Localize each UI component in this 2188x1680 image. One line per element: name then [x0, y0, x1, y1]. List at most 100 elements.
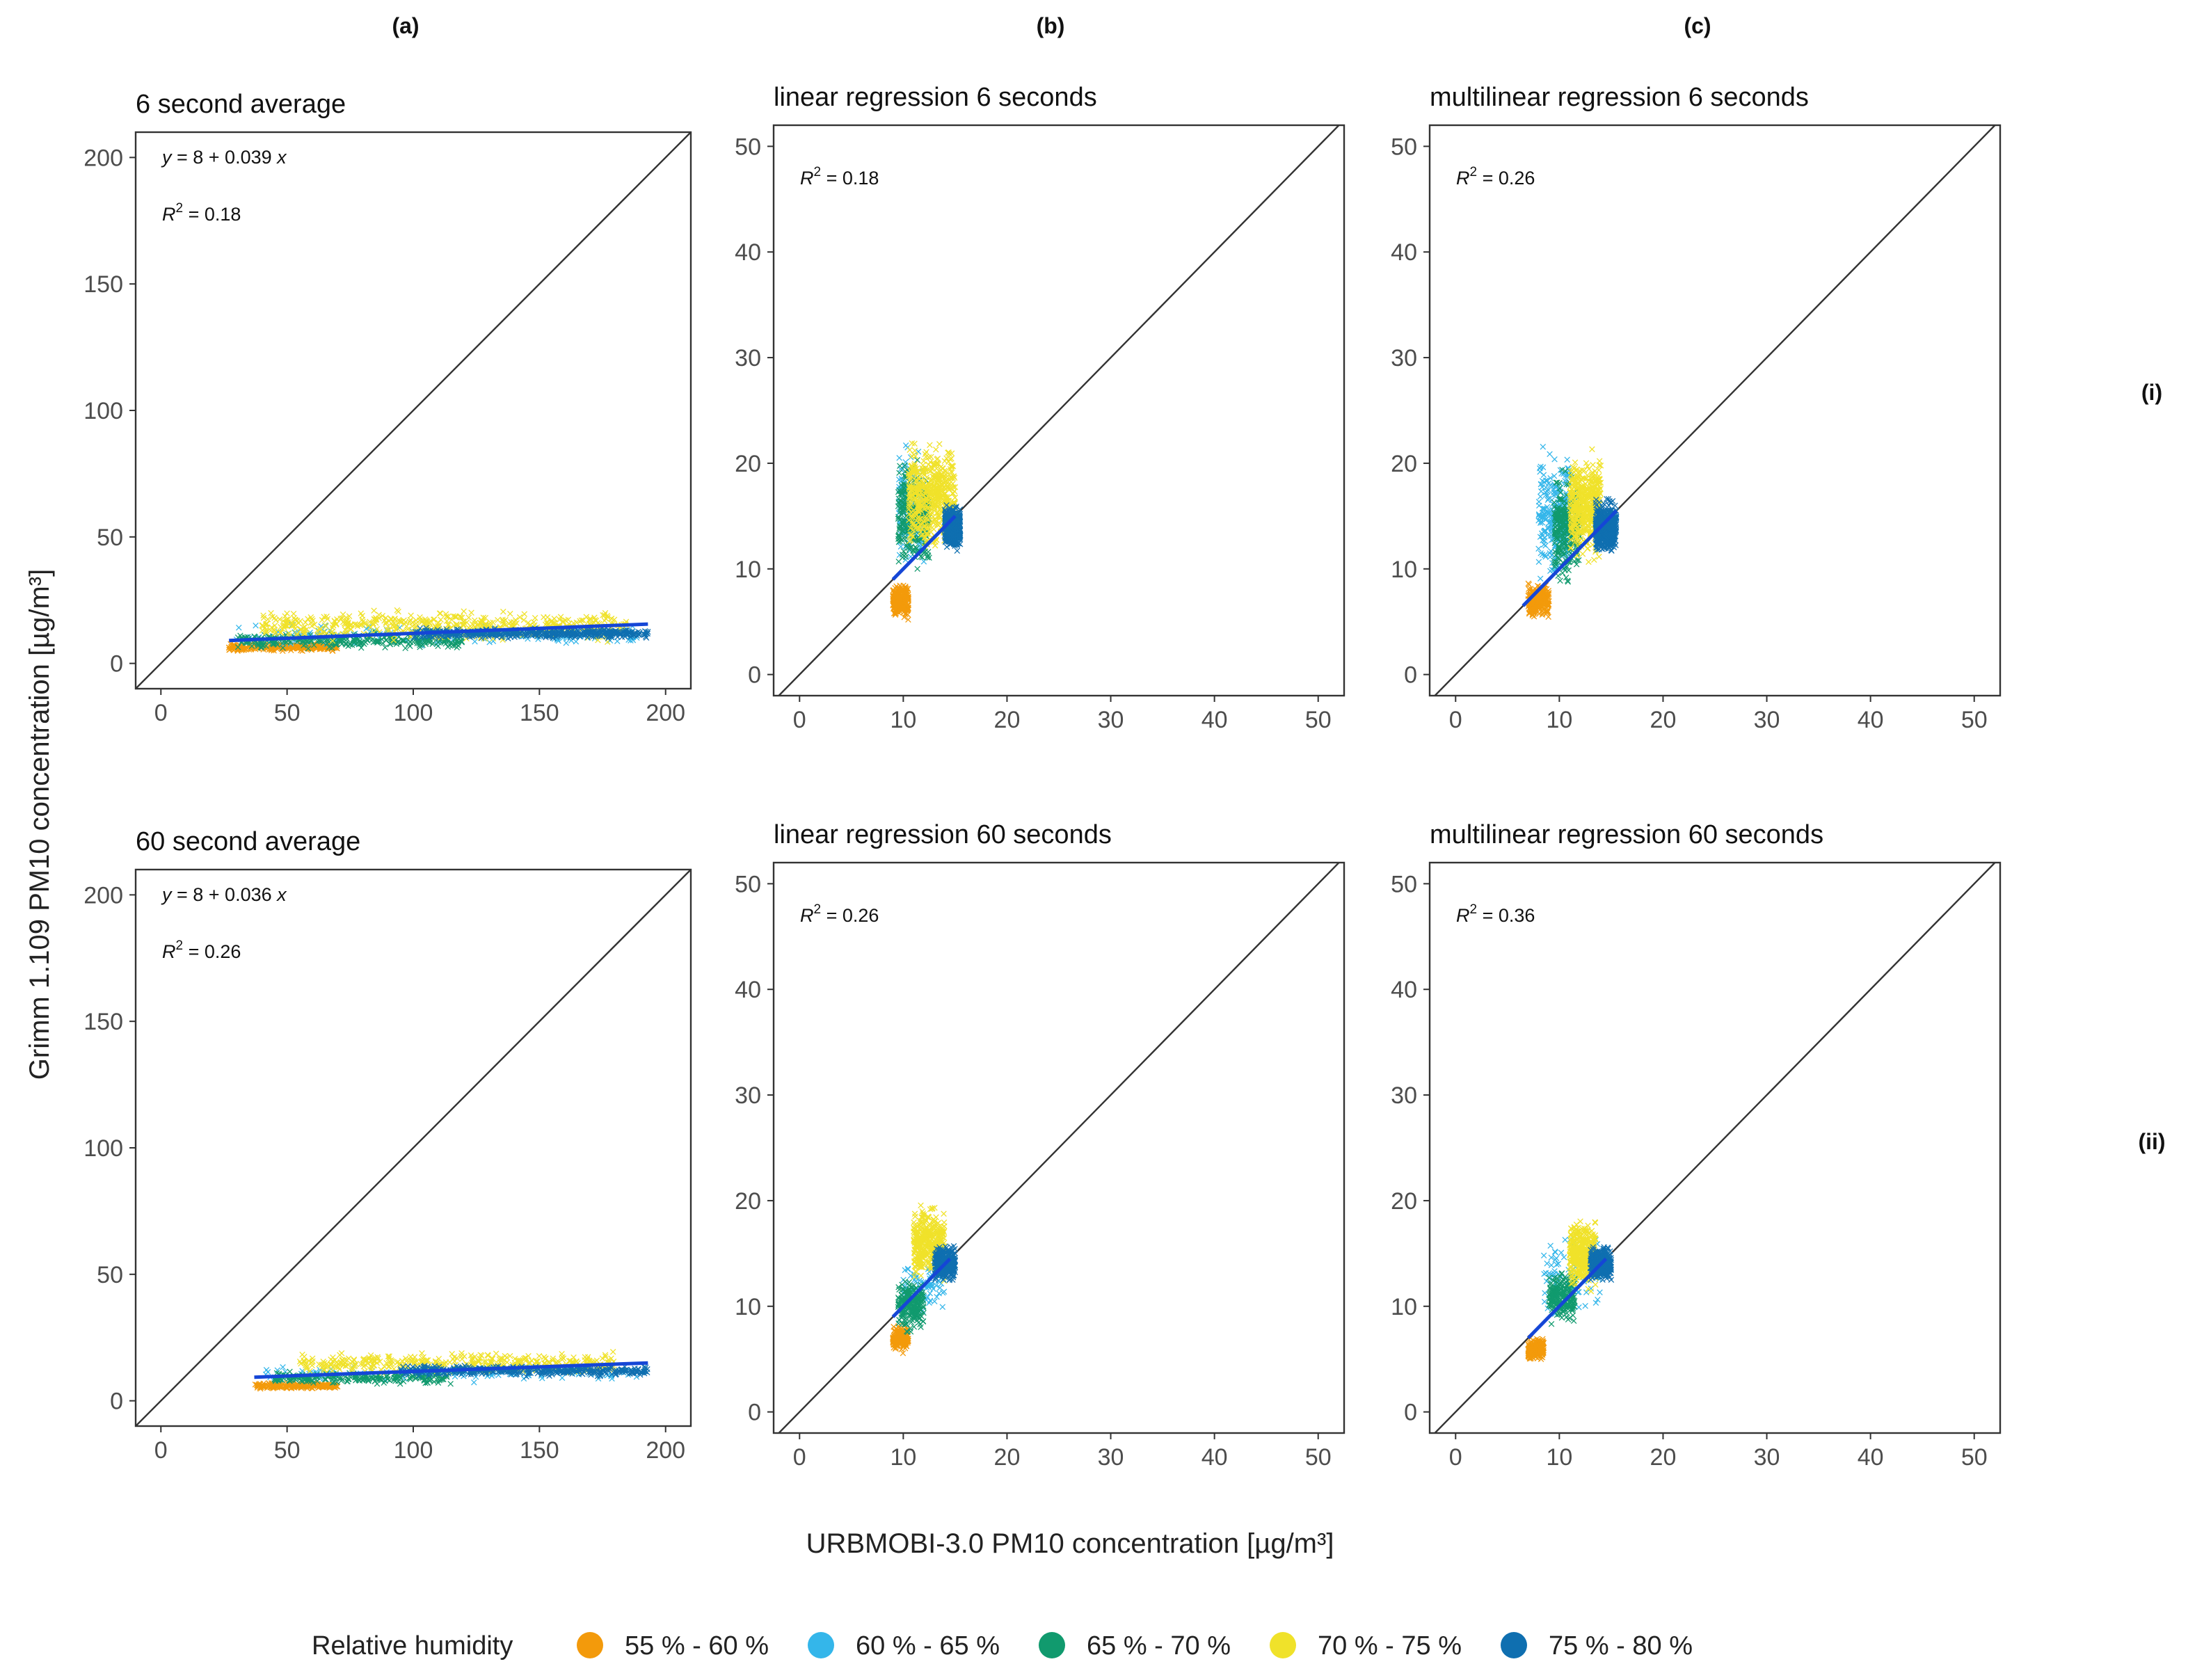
point: ×	[233, 643, 242, 655]
point: ×	[305, 626, 314, 639]
point: ×	[575, 630, 584, 642]
point: ×	[284, 641, 293, 653]
point: ×	[312, 639, 321, 652]
point: ×	[454, 634, 463, 646]
point: ×	[319, 642, 328, 655]
x-tick-label-b-i: 0	[793, 707, 806, 733]
point: ×	[415, 635, 424, 648]
point: ×	[563, 630, 572, 642]
point: ×	[923, 522, 932, 534]
x-tick-label-b-i: 40	[1201, 707, 1228, 733]
point: ×	[300, 641, 309, 654]
point: ×	[342, 614, 351, 627]
point: ×	[320, 641, 329, 654]
point: ×	[227, 640, 236, 653]
point: ×	[317, 643, 326, 655]
point: ×	[417, 633, 426, 646]
point: ×	[383, 623, 392, 636]
point: ×	[373, 635, 382, 648]
point: ×	[327, 639, 336, 651]
point: ×	[330, 641, 339, 654]
point: ×	[1595, 463, 1604, 476]
point: ×	[253, 641, 262, 653]
point: ×	[292, 640, 301, 653]
point: ×	[236, 639, 245, 652]
point: ×	[894, 530, 903, 543]
point: ×	[316, 641, 325, 654]
point: ×	[355, 638, 364, 650]
y-axis-title: Grimm 1.109 PM10 concentration [µg/m³]	[24, 569, 55, 1080]
point: ×	[314, 637, 323, 650]
point: ×	[253, 642, 262, 655]
point: ×	[351, 634, 360, 647]
point: ×	[251, 619, 260, 632]
scatter-points-c-i: ××××××××××××××××××××××××××× ××××××× ×× ××× ×…	[1524, 440, 1620, 623]
point: ×	[562, 637, 571, 649]
point: ×	[566, 630, 575, 642]
point: ×	[1565, 564, 1574, 577]
point: ×	[272, 638, 281, 650]
point: ×	[320, 643, 329, 655]
point: ×	[239, 641, 248, 653]
point: ×	[230, 641, 239, 653]
point: ×	[247, 641, 256, 654]
point: ×	[353, 636, 362, 648]
y-tick-label-a-i: 50	[97, 525, 123, 551]
point: ×	[401, 634, 410, 646]
point: ×	[316, 643, 325, 655]
point: ×	[374, 634, 383, 647]
point: ×	[1536, 490, 1545, 502]
point: ×	[288, 617, 297, 630]
point: ×	[350, 637, 359, 649]
point: ×	[321, 641, 330, 653]
point: ×	[329, 641, 338, 654]
point: ×	[231, 640, 240, 653]
point: ×	[467, 606, 476, 618]
scatter-points-b-i: ××××××××××××××××××××××××××××××××××××××××…	[888, 437, 964, 626]
point: ×	[259, 639, 268, 651]
point: ×	[297, 641, 306, 653]
point: ×	[601, 607, 610, 619]
point: ×	[289, 640, 298, 653]
point: ×	[300, 641, 309, 654]
point: ×	[303, 640, 312, 653]
point: ×	[272, 637, 281, 650]
point: ×	[328, 644, 337, 657]
point: ×	[331, 637, 340, 650]
point: ×	[434, 636, 443, 648]
point: ×	[262, 641, 271, 653]
point: ×	[290, 626, 299, 639]
point: ×	[285, 642, 294, 655]
x-tick-label-a-i: 100	[394, 700, 433, 726]
point: ×	[606, 629, 615, 641]
point: ×	[628, 625, 637, 638]
point: ×	[567, 634, 576, 646]
point: ×	[1550, 554, 1559, 567]
point: ×	[447, 638, 456, 650]
point: ×	[257, 641, 266, 654]
point: ×	[939, 462, 948, 474]
point: ×	[904, 470, 913, 483]
point: ×	[442, 633, 452, 646]
point: ×	[443, 632, 452, 645]
point: ×	[305, 639, 314, 651]
point: ×	[420, 635, 429, 648]
point: ×	[358, 616, 367, 628]
point: ×	[285, 639, 294, 651]
point: ×	[404, 637, 413, 650]
point: ×	[294, 641, 303, 654]
point: ×	[239, 642, 248, 655]
point: ×	[485, 636, 494, 648]
point: ×	[523, 632, 532, 645]
point: ×	[325, 641, 334, 653]
point: ×	[356, 637, 365, 649]
point: ×	[250, 639, 259, 651]
point: ×	[226, 642, 235, 655]
point: ×	[308, 641, 317, 654]
point: ×	[554, 634, 563, 647]
point: ×	[335, 635, 344, 648]
point: ×	[258, 639, 267, 651]
point: ×	[392, 633, 401, 646]
point: ×	[245, 639, 254, 651]
point: ×	[598, 627, 607, 639]
